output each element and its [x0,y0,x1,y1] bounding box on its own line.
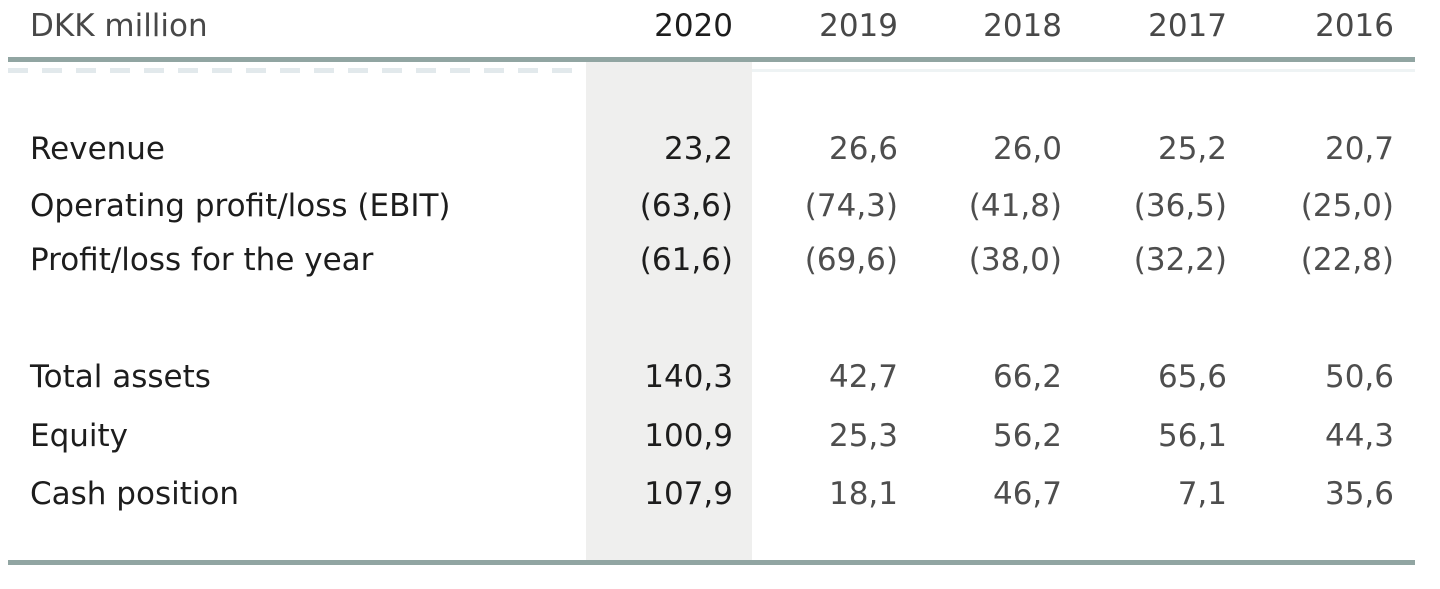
value-2017: 25,2 [1157,131,1227,167]
table-row-total-assets: Total assets 140,3 42,7 66,2 65,6 50,6 [0,356,1440,398]
table-row-revenue: Revenue 23,2 26,6 26,0 25,2 20,7 [0,128,1440,170]
value-2016: 35,6 [1324,476,1394,512]
value-2020: (63,6) [639,188,733,224]
value-2020: 100,9 [644,418,733,454]
value-2016: 44,3 [1324,418,1394,454]
footer-rule [8,560,1415,565]
value-2018: 56,2 [992,418,1062,454]
year-header-2019: 2019 [819,8,898,44]
row-label: Total assets [30,359,211,395]
value-2018: 26,0 [992,131,1062,167]
value-2018: (41,8) [968,188,1062,224]
table-row-profit-for-year: Profit/loss for the year (61,6) (69,6) (… [0,239,1440,281]
table-row-equity: Equity 100,9 25,3 56,2 56,1 44,3 [0,415,1440,457]
value-2020: 107,9 [644,476,733,512]
header-rule [8,57,1415,62]
value-2016: 50,6 [1324,359,1394,395]
value-2016: (25,0) [1300,188,1394,224]
value-2017: 65,6 [1157,359,1227,395]
row-label: Cash position [30,476,240,512]
value-2019: (74,3) [804,188,898,224]
row-label: Operating profit/loss (EBIT) [30,188,451,224]
unit-label: DKK million [30,8,208,44]
value-2020: 23,2 [663,131,733,167]
value-2019: 25,3 [828,418,898,454]
row-label: Revenue [30,131,166,167]
value-2019: 26,6 [828,131,898,167]
value-2020: (61,6) [639,242,733,278]
header-dotted-separator-right [752,69,1415,72]
value-2017: 56,1 [1157,418,1227,454]
value-2016: (22,8) [1300,242,1394,278]
value-2018: (38,0) [968,242,1062,278]
highlight-band-2020 [586,62,752,560]
year-header-2016: 2016 [1315,8,1394,44]
table-header-row: DKK million 2020 2019 2018 2017 2016 [0,5,1440,47]
value-2017: (32,2) [1133,242,1227,278]
value-2017: (36,5) [1133,188,1227,224]
year-header-2017: 2017 [1148,8,1227,44]
value-2018: 46,7 [992,476,1062,512]
value-2018: 66,2 [992,359,1062,395]
value-2016: 20,7 [1324,131,1394,167]
table-row-operating-profit: Operating profit/loss (EBIT) (63,6) (74,… [0,185,1440,227]
row-label: Profit/loss for the year [30,242,374,278]
table-row-cash-position: Cash position 107,9 18,1 46,7 7,1 35,6 [0,473,1440,515]
value-2019: 18,1 [828,476,898,512]
year-header-2020: 2020 [654,8,733,44]
year-header-2018: 2018 [983,8,1062,44]
value-2020: 140,3 [644,359,733,395]
value-2019: (69,6) [804,242,898,278]
value-2017: 7,1 [1177,476,1227,512]
header-dotted-separator-left [8,68,586,73]
value-2019: 42,7 [828,359,898,395]
row-label: Equity [30,418,129,454]
